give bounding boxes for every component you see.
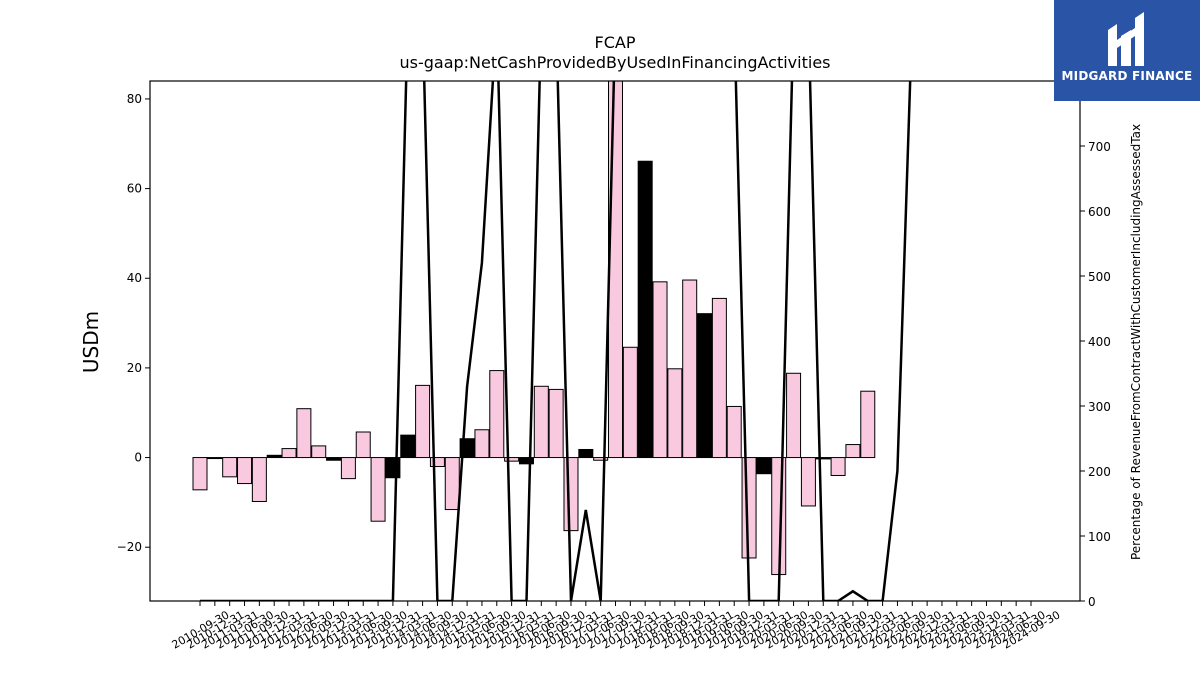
bar-2017-09-30 [608, 80, 623, 459]
bar-2020-09-30 [786, 372, 802, 459]
bar-2020-12-31 [800, 457, 816, 507]
brand-logo: MIDGARD FINANCE [1054, 0, 1200, 101]
bar-2018-12-31 [682, 279, 698, 459]
bar-2016-09-30 [548, 388, 564, 459]
y-axis-label: USDm [79, 311, 103, 373]
bar-2011-09-30 [251, 457, 267, 502]
line-path [200, 81, 912, 601]
bar-2018-09-30 [667, 368, 683, 459]
bar-2011-12-31 [266, 454, 282, 459]
y-tick-label: 40 [127, 271, 142, 285]
y2-axis-label: Percentage of RevenueFromContractWithCus… [1129, 124, 1143, 560]
bar-2021-06-30 [830, 457, 846, 476]
chart-subtitle: us-gaap:NetCashProvidedByUsedInFinancing… [399, 53, 830, 72]
axes: −200204060800100200300400500600700800201… [117, 75, 1111, 652]
bar-2020-03-31 [756, 457, 772, 475]
bar-2017-06-30 [593, 457, 609, 461]
bar-2021-12-31 [860, 390, 876, 459]
bar-2012-09-30 [311, 445, 327, 459]
y-tick-label: 80 [127, 92, 142, 106]
y2-tick-label: 600 [1088, 205, 1111, 219]
bar-2010-12-31 [207, 457, 223, 460]
y2-tick-label: 0 [1088, 595, 1096, 609]
bar-2015-06-30 [474, 429, 490, 459]
bar-2012-03-31 [281, 448, 297, 459]
line-series [200, 81, 912, 601]
bar-2014-03-31 [400, 434, 416, 459]
bar-2011-03-31 [222, 457, 238, 478]
bar-2012-12-31 [326, 457, 342, 461]
y2-tick-label: 500 [1088, 270, 1111, 284]
bar-2019-06-30 [711, 297, 727, 459]
bar-2019-12-31 [741, 457, 757, 559]
chart-title: FCAP [595, 33, 636, 52]
y2-tick-label: 200 [1088, 465, 1111, 479]
bar-2014-06-30 [415, 384, 431, 459]
y2-tick-label: 100 [1088, 530, 1111, 544]
bar-2017-12-31 [622, 346, 638, 459]
bar-2013-09-30 [370, 457, 386, 522]
bar-2013-03-31 [340, 457, 356, 480]
bar-2013-06-30 [355, 431, 371, 459]
bar-2019-03-31 [697, 313, 713, 459]
bar-2021-03-31 [815, 457, 831, 460]
bar-2018-03-31 [637, 160, 653, 459]
bar-2015-12-31 [504, 457, 520, 462]
bar-2016-03-31 [518, 457, 534, 465]
bar-series [192, 80, 876, 576]
y-tick-label: 60 [127, 182, 142, 196]
bar-2013-12-31 [385, 457, 401, 479]
y-tick-label: 20 [127, 361, 142, 375]
midgard-logo-icon [1108, 12, 1144, 66]
bar-2011-06-30 [237, 457, 253, 485]
bar-2016-06-30 [533, 385, 549, 459]
bar-2010-09-30 [192, 457, 208, 491]
bar-2021-09-30 [845, 444, 861, 459]
bar-2017-03-31 [578, 448, 594, 459]
bar-2018-06-30 [652, 281, 668, 459]
bar-2014-09-30 [429, 457, 445, 468]
logo-text: MIDGARD FINANCE [1061, 69, 1193, 83]
y-tick-label: 0 [134, 451, 142, 465]
y2-tick-label: 300 [1088, 400, 1111, 414]
y2-tick-label: 700 [1088, 140, 1111, 154]
y2-tick-label: 400 [1088, 335, 1111, 349]
bar-2016-12-31 [563, 457, 579, 532]
bar-2012-06-30 [296, 408, 312, 459]
bar-2019-09-30 [726, 405, 742, 459]
bar-2015-09-30 [489, 370, 505, 459]
y-tick-label: −20 [117, 540, 142, 554]
bar-2014-12-31 [444, 457, 460, 511]
